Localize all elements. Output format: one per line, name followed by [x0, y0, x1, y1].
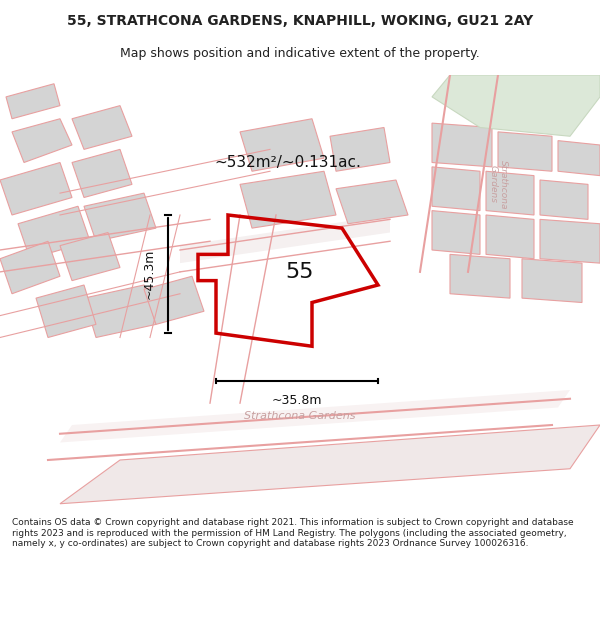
Polygon shape	[558, 141, 600, 176]
Polygon shape	[432, 167, 480, 211]
Polygon shape	[6, 84, 60, 119]
Polygon shape	[486, 171, 534, 215]
Polygon shape	[450, 254, 510, 298]
Polygon shape	[240, 119, 324, 171]
Polygon shape	[240, 171, 336, 228]
Polygon shape	[432, 75, 600, 136]
Polygon shape	[540, 219, 600, 263]
Polygon shape	[84, 193, 156, 241]
Polygon shape	[0, 162, 72, 215]
Polygon shape	[522, 259, 582, 302]
Polygon shape	[18, 206, 90, 259]
Polygon shape	[84, 285, 156, 338]
Text: 55, STRATHCONA GARDENS, KNAPHILL, WOKING, GU21 2AY: 55, STRATHCONA GARDENS, KNAPHILL, WOKING…	[67, 14, 533, 28]
Polygon shape	[486, 215, 534, 259]
Polygon shape	[498, 132, 552, 171]
Polygon shape	[336, 180, 408, 224]
Polygon shape	[72, 149, 132, 198]
Polygon shape	[0, 241, 60, 294]
Text: Contains OS data © Crown copyright and database right 2021. This information is : Contains OS data © Crown copyright and d…	[12, 518, 574, 548]
Polygon shape	[330, 127, 390, 171]
Polygon shape	[36, 285, 96, 338]
Polygon shape	[432, 123, 492, 167]
Polygon shape	[540, 180, 588, 219]
Polygon shape	[144, 276, 204, 324]
Text: 55: 55	[286, 262, 314, 282]
Polygon shape	[72, 106, 132, 149]
Text: ~35.8m: ~35.8m	[272, 394, 322, 408]
Text: Map shows position and indicative extent of the property.: Map shows position and indicative extent…	[120, 48, 480, 61]
Text: Strathcona Gardens: Strathcona Gardens	[244, 411, 356, 421]
Polygon shape	[60, 390, 570, 442]
Polygon shape	[432, 211, 480, 254]
Polygon shape	[60, 425, 600, 504]
Text: Strathcona
Gardens: Strathcona Gardens	[488, 159, 508, 209]
Polygon shape	[12, 119, 72, 162]
Polygon shape	[180, 215, 390, 263]
Text: ~45.3m: ~45.3m	[143, 249, 156, 299]
Text: ~532m²/~0.131ac.: ~532m²/~0.131ac.	[215, 155, 361, 170]
Polygon shape	[60, 232, 120, 281]
